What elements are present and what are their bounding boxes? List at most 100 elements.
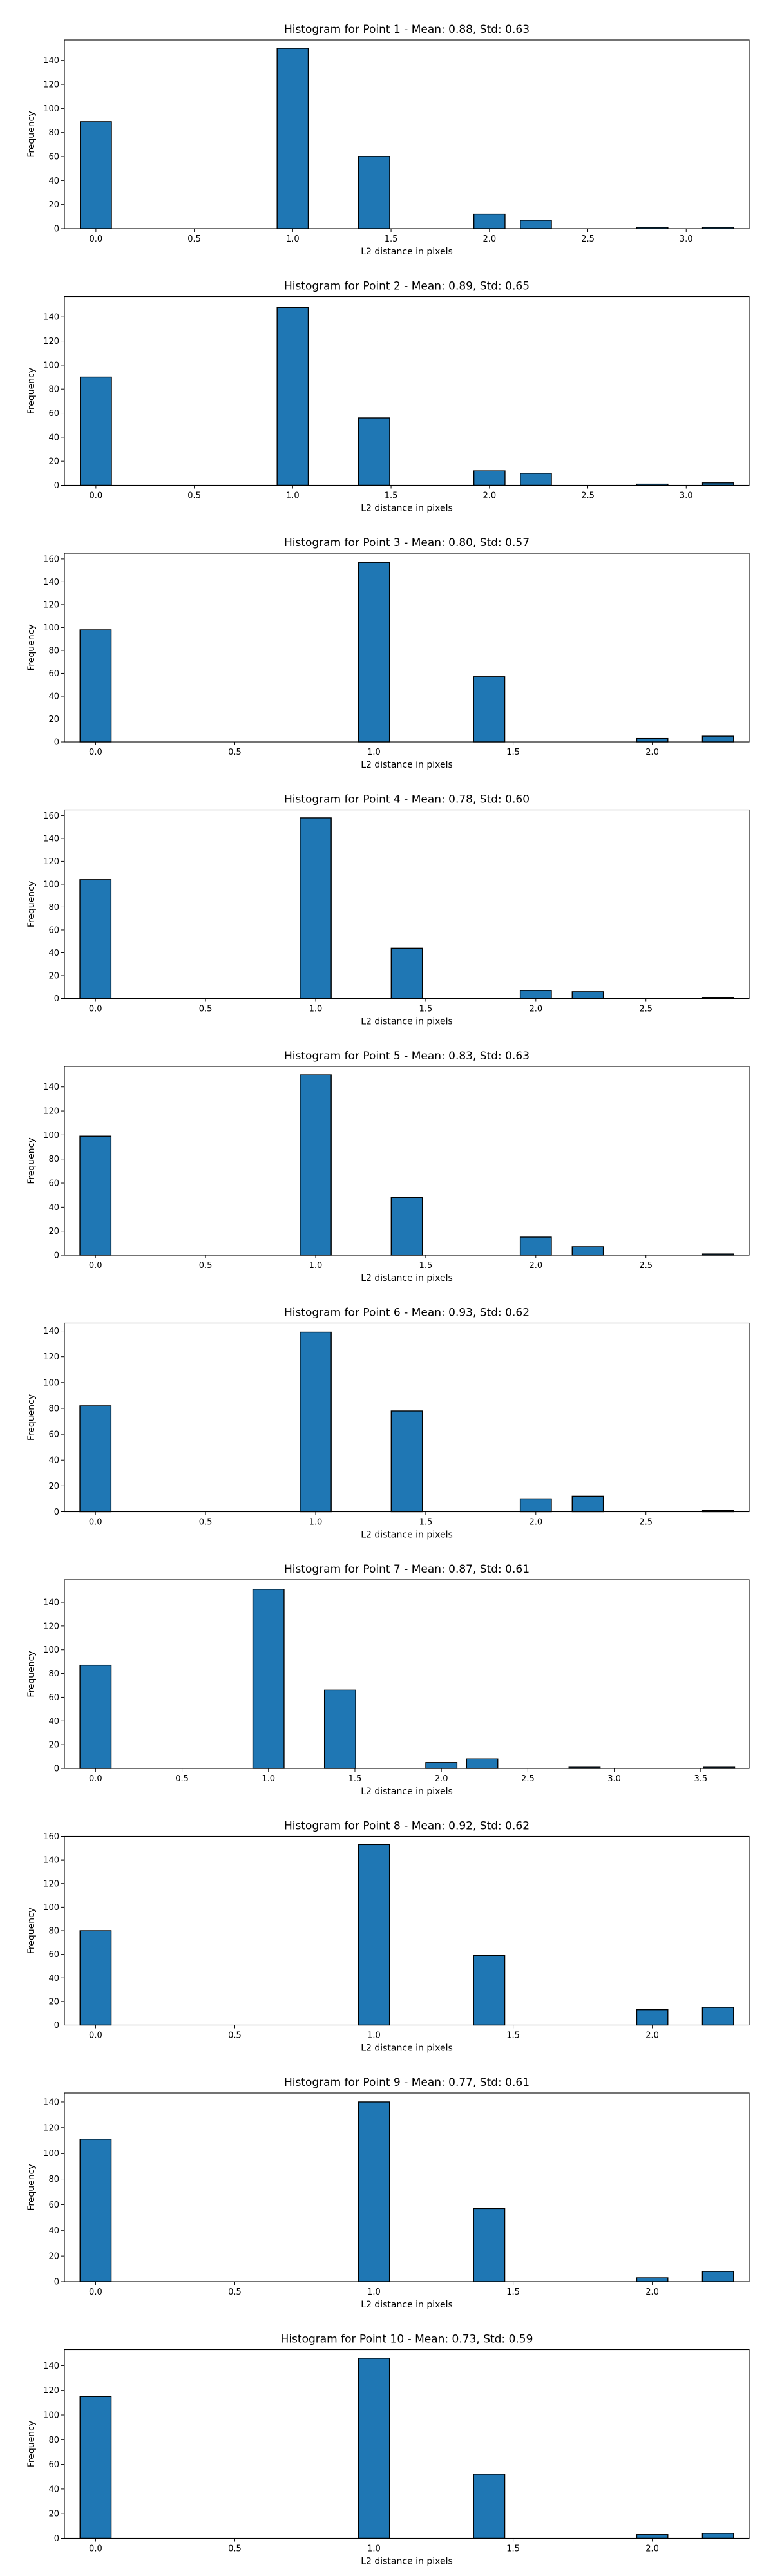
y-tick-label: 140: [43, 2362, 59, 2371]
chart-title: Histogram for Point 5 - Mean: 0.83, Std:…: [284, 1050, 530, 1063]
histogram-bar: [520, 220, 552, 229]
x-tick-label: 0.0: [89, 1774, 102, 1784]
histogram-bar: [519, 1236, 552, 1256]
y-tick-label: 0: [54, 1765, 59, 1774]
y-tick-label: 40: [48, 1203, 59, 1213]
histogram-bar: [390, 1410, 423, 1513]
y-axis-label: Frequency: [26, 1137, 37, 1184]
x-tick-label: 1.5: [506, 748, 520, 757]
y-tick-label: 20: [48, 715, 59, 724]
histogram-bar: [252, 1589, 285, 1769]
chart-title: Histogram for Point 6 - Mean: 0.93, Std:…: [284, 1307, 530, 1320]
x-tick-label: 1.0: [367, 2031, 381, 2041]
y-tick-label: 20: [48, 1227, 59, 1236]
x-tick-label: 2.5: [639, 1518, 653, 1528]
y-tick-label: 140: [43, 2098, 59, 2107]
y-tick-label: 0: [54, 225, 59, 234]
x-tick-label: 1.5: [385, 234, 398, 244]
x-tick-label: 2.0: [529, 1518, 542, 1528]
chart-title: Histogram for Point 1 - Mean: 0.88, Std:…: [284, 23, 530, 36]
histogram-bar: [636, 2277, 669, 2282]
histogram-bar: [79, 629, 112, 743]
y-tick-label: 40: [48, 2226, 59, 2236]
y-tick-label: 100: [43, 361, 59, 370]
y-tick-label: 0: [54, 2278, 59, 2287]
histogram-bar: [390, 1197, 423, 1256]
x-tick-label: 2.5: [639, 1261, 653, 1271]
plot-area: [64, 1066, 750, 1256]
plot-area: [64, 39, 750, 229]
histogram-bar: [79, 1930, 112, 2026]
y-tick-label: 60: [48, 669, 59, 679]
x-tick-label: 1.0: [367, 2544, 381, 2554]
histogram-bar: [519, 990, 552, 999]
histogram-bar: [358, 2101, 390, 2282]
x-tick-label: 2.5: [639, 1005, 653, 1014]
y-tick-label: 120: [43, 1352, 59, 1362]
histogram-bar: [300, 817, 332, 999]
histogram-bar: [80, 376, 112, 486]
x-tick-label: 1.0: [367, 2287, 381, 2297]
histogram-panel-2: Histogram for Point 2 - Mean: 0.89, Std:…: [26, 280, 750, 514]
histogram-bar: [466, 1758, 499, 1769]
x-tick-label: 1.0: [286, 491, 300, 501]
histogram-panel-3: Histogram for Point 3 - Mean: 0.80, Std:…: [26, 536, 750, 770]
y-tick-label: 80: [48, 1669, 59, 1679]
histogram-bar: [571, 991, 604, 999]
y-tick-label: 100: [43, 1903, 59, 1913]
y-tick-label: 160: [43, 554, 59, 564]
y-tick-label: 60: [48, 2201, 59, 2210]
x-axis-label: L2 distance in pixels: [361, 1786, 453, 1797]
y-tick-label: 60: [48, 1179, 59, 1189]
y-tick-label: 80: [48, 2175, 59, 2184]
histogram-bar: [425, 1762, 458, 1769]
y-axis-label: Frequency: [26, 1651, 37, 1697]
x-tick-label: 0.5: [199, 1261, 213, 1271]
y-tick-label: 120: [43, 1107, 59, 1117]
histogram-bar: [300, 1074, 332, 1256]
x-tick-label: 2.5: [581, 491, 595, 501]
y-tick-label: 20: [48, 1997, 59, 2007]
y-tick-label: 40: [48, 2485, 59, 2494]
y-tick-label: 60: [48, 409, 59, 419]
histogram-bar: [473, 2474, 506, 2539]
histogram-panel-10: Histogram for Point 10 - Mean: 0.73, Std…: [26, 2333, 750, 2567]
x-tick-label: 0.5: [228, 748, 242, 757]
y-tick-label: 0: [54, 738, 59, 748]
chart-title: Histogram for Point 7 - Mean: 0.87, Std:…: [284, 1563, 530, 1576]
x-tick-label: 1.0: [286, 234, 300, 244]
histogram-bar: [358, 2358, 390, 2539]
y-axis-label: Frequency: [26, 2421, 37, 2467]
y-tick-label: 0: [54, 1508, 59, 1517]
y-tick-label: 100: [43, 2410, 59, 2420]
plot-area: [64, 2349, 750, 2539]
chart-title: Histogram for Point 8 - Mean: 0.92, Std:…: [284, 1820, 530, 1833]
y-tick-label: 40: [48, 692, 59, 701]
histogram-bar: [358, 417, 390, 486]
y-tick-label: 100: [43, 623, 59, 633]
plot-area: [64, 296, 750, 486]
histogram-bar: [701, 2007, 734, 2026]
y-tick-label: 120: [43, 857, 59, 867]
y-axis-label: Frequency: [26, 1394, 37, 1441]
chart-title: Histogram for Point 4 - Mean: 0.78, Std:…: [284, 793, 530, 806]
histogram-bar: [358, 562, 390, 743]
x-tick-label: 1.0: [262, 1774, 275, 1784]
x-tick-label: 2.0: [529, 1261, 542, 1271]
x-tick-label: 3.0: [607, 1774, 621, 1784]
histogram-bar: [701, 2533, 734, 2539]
x-tick-label: 3.0: [680, 491, 693, 501]
plot-area: [64, 1579, 750, 1769]
histogram-bar: [358, 156, 390, 229]
x-tick-label: 1.5: [506, 2031, 520, 2041]
histogram-panel-9: Histogram for Point 9 - Mean: 0.77, Std:…: [26, 2076, 750, 2310]
y-tick-label: 40: [48, 433, 59, 442]
y-tick-label: 100: [43, 1645, 59, 1655]
y-tick-label: 60: [48, 1693, 59, 1703]
x-tick-label: 1.5: [419, 1518, 433, 1528]
histogram-panel-7: Histogram for Point 7 - Mean: 0.87, Std:…: [26, 1563, 750, 1797]
y-tick-label: 140: [43, 313, 59, 323]
y-tick-label: 20: [48, 2510, 59, 2519]
histogram-bar: [276, 48, 309, 229]
